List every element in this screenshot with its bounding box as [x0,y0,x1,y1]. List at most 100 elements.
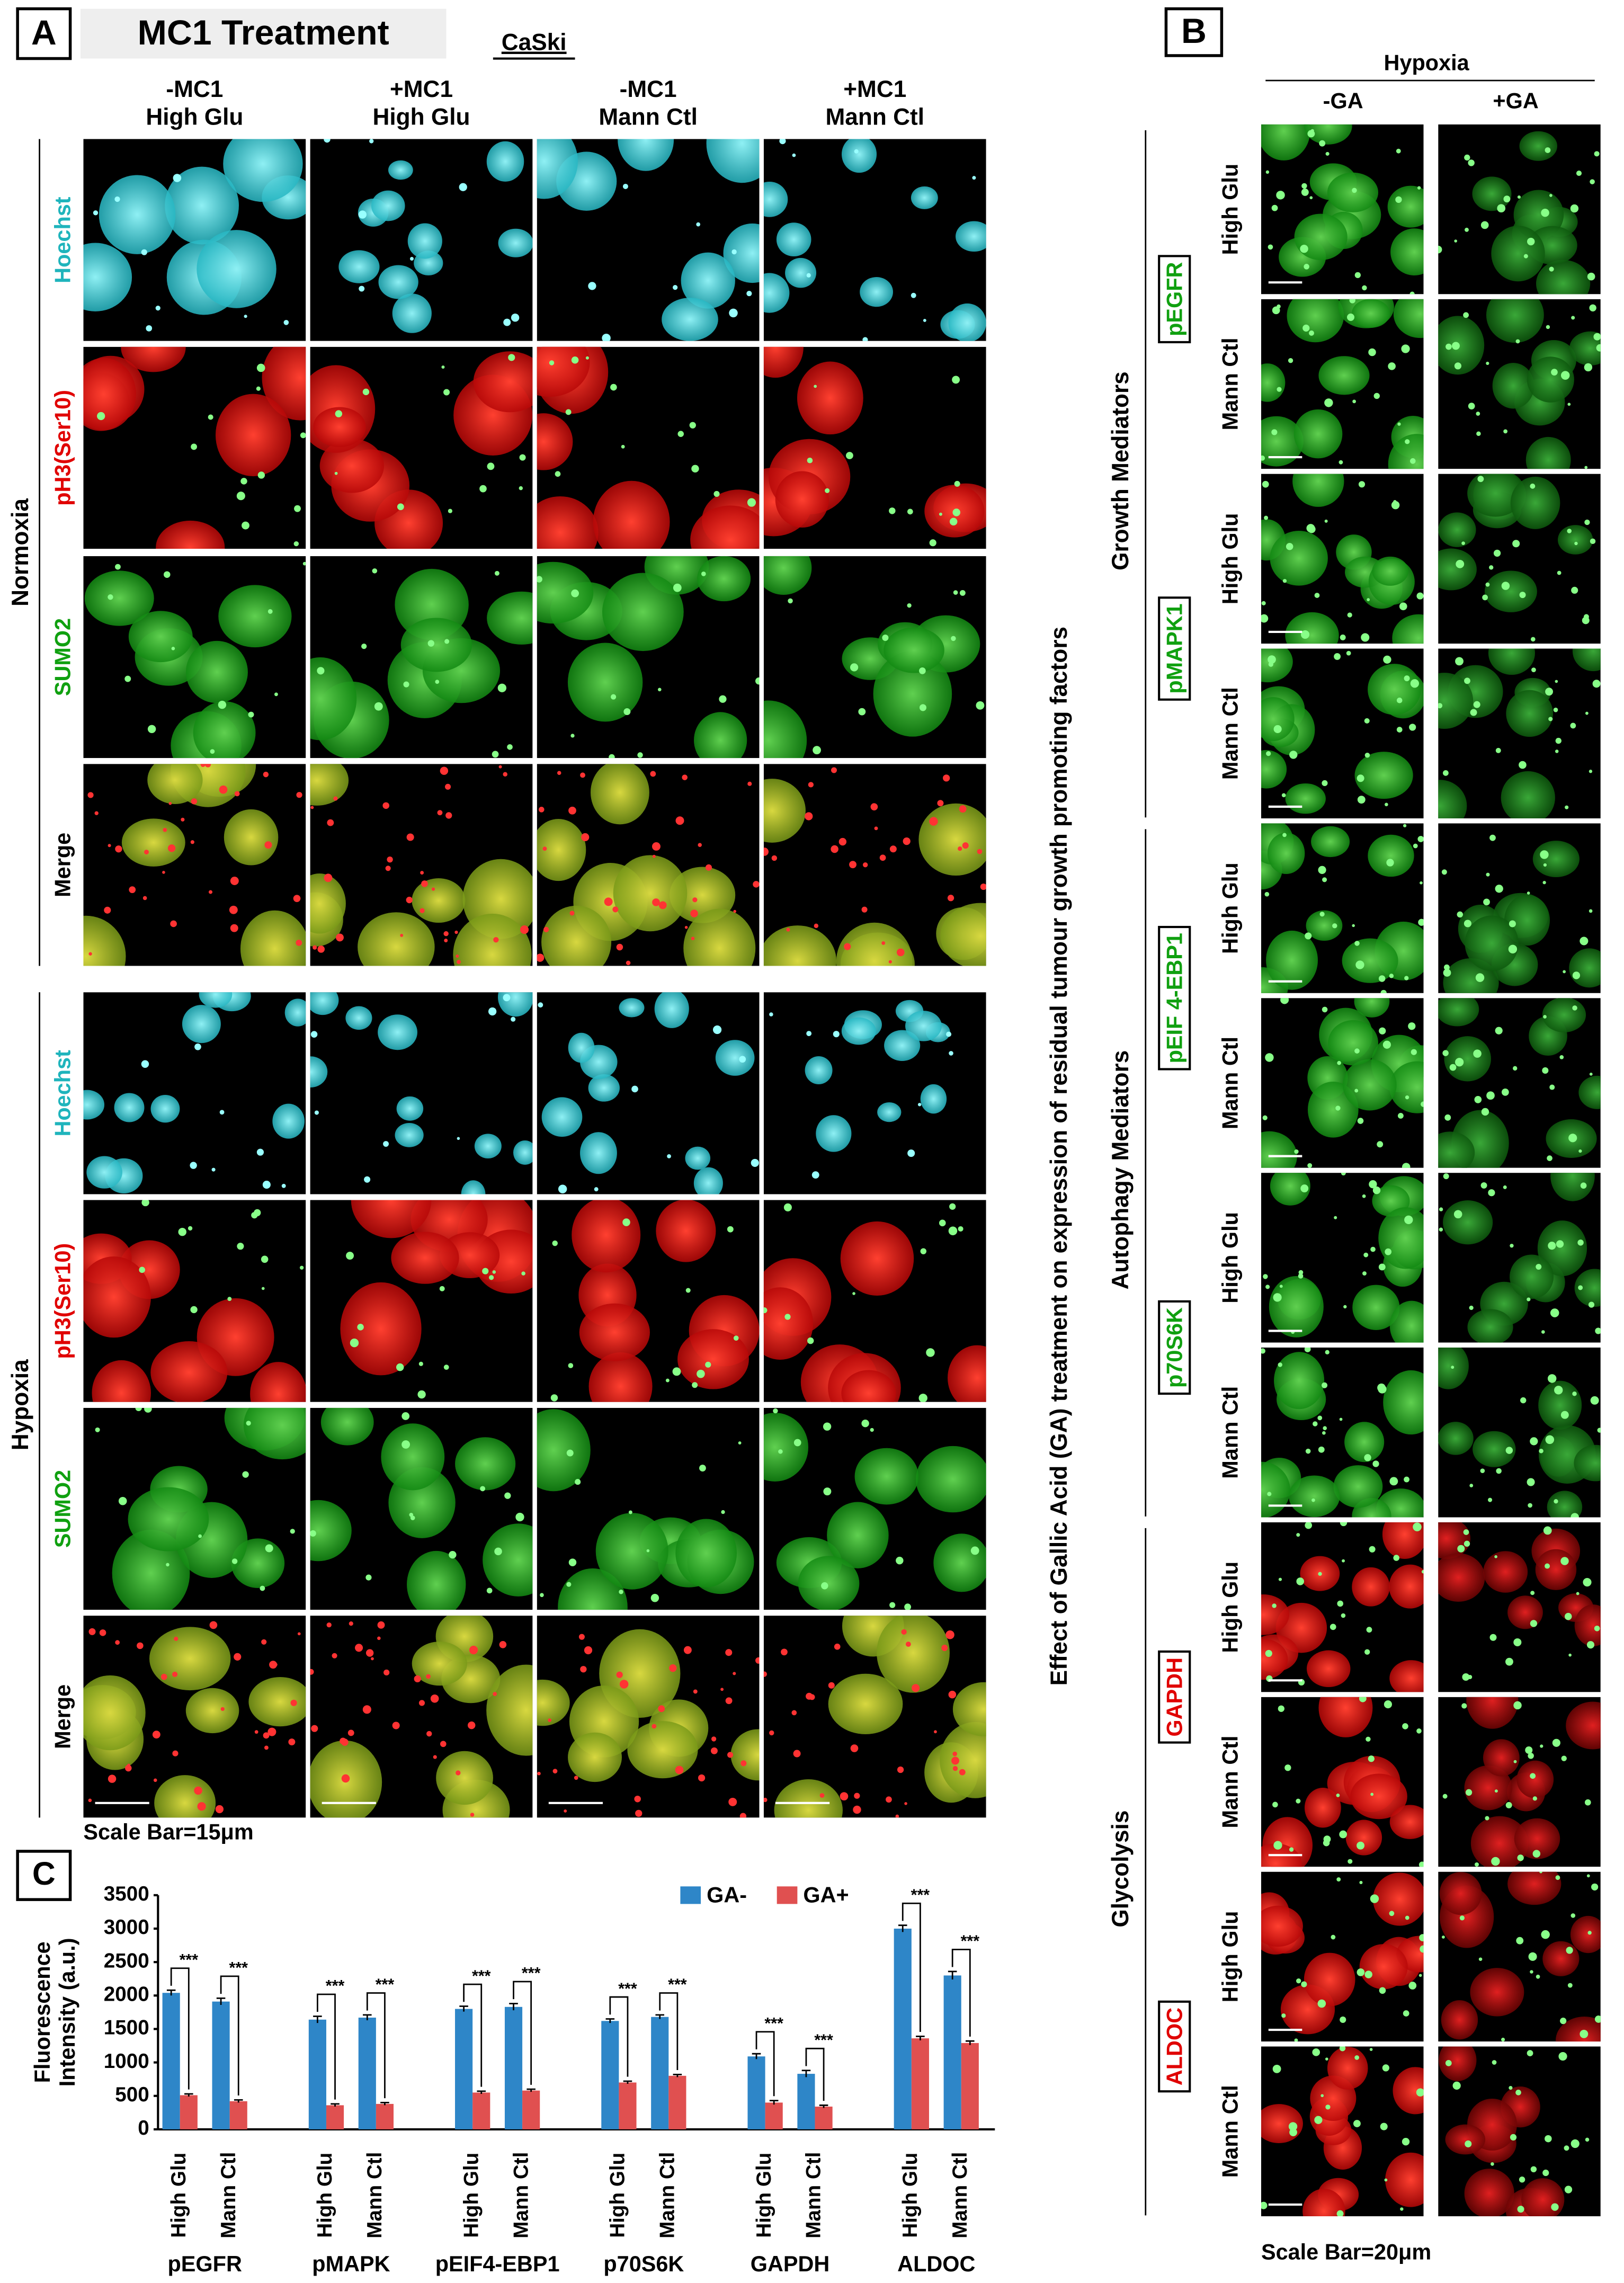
speck [1441,1936,1445,1939]
speck [1540,1744,1543,1748]
speck [215,1805,224,1814]
cell [193,701,256,759]
speck [1278,1705,1284,1712]
speck [208,414,213,420]
speck [1491,1857,1500,1866]
micrograph [1438,124,1601,295]
speck [403,681,409,688]
speck [219,785,228,794]
group-label: pEGFR [168,2251,242,2276]
speck [1354,272,1361,279]
speck [1455,657,1464,666]
error-bar [527,2088,536,2092]
speck [1570,204,1579,213]
speck [1564,2145,1569,2151]
speck [1298,1270,1304,1275]
speck [697,1369,705,1378]
row-label: Mann Ctl [1218,1736,1243,1829]
speck [246,1421,251,1426]
speck [1439,1207,1443,1211]
cell [391,1232,459,1284]
speck [1265,1649,1272,1657]
speck [889,1602,896,1608]
speck [293,541,299,547]
cell [877,1102,902,1122]
cell [99,175,176,254]
speck [1454,362,1462,370]
cell [1382,1522,1424,1559]
speck [623,708,631,715]
cell [706,139,760,183]
speck [1300,244,1308,253]
speck [937,800,944,807]
speck [358,210,367,219]
speck [443,389,450,396]
group-label: Glycolysis [1108,1811,1134,1928]
speck [1519,592,1526,599]
speck [1551,369,1558,376]
speck [492,1270,496,1274]
protein-label: ALDOC [1162,2008,1187,2085]
cell [121,818,185,867]
speck [1592,680,1601,688]
speck [1503,1185,1507,1189]
cell [114,1093,145,1122]
speck [369,139,374,144]
cell [1473,1431,1516,1467]
significance-bracket [659,1992,679,2071]
speck [1385,802,1388,807]
cell [310,657,357,741]
speck [1262,1115,1268,1120]
error-bar [819,2104,828,2108]
cell [798,1556,860,1610]
cell [218,585,292,648]
speck [482,1268,489,1274]
speck [628,1510,632,1514]
speck [1279,1285,1283,1288]
speck [905,1642,911,1647]
speck [565,409,572,415]
speck [227,1297,232,1301]
speck [566,1582,572,1587]
speck [881,941,886,945]
micrograph [310,1616,533,1818]
speck [813,746,821,755]
row-label: High Glu [1218,164,1243,255]
speck [125,1764,132,1772]
speck [1495,1027,1503,1035]
speck [929,817,938,826]
speck [581,833,590,842]
group-label: ALDOC [897,2251,975,2276]
speck [1389,1477,1398,1486]
y-tick-label: 2000 [104,1983,149,2006]
speck [970,1546,979,1555]
speck [1413,843,1418,849]
micrograph [1261,998,1424,1168]
speck [1438,703,1443,709]
speck [823,1487,832,1496]
speck [852,1292,855,1295]
cell [1268,832,1305,875]
speck [261,1287,265,1290]
micrograph [1261,1348,1424,1518]
speck [152,1731,160,1739]
speck [1528,1753,1534,1759]
speck [1289,751,1298,759]
speck [1530,1970,1533,1974]
speck [949,1051,953,1056]
protein-label-box [1158,255,1191,344]
speck [1543,1526,1552,1535]
speck [1584,1799,1591,1806]
micrograph [763,992,986,1194]
speck [1519,761,1527,769]
speck [190,1306,198,1314]
speck [1268,244,1273,250]
speck [1454,239,1457,243]
cell [1392,614,1424,644]
speck [1457,911,1464,918]
speck [1307,1163,1313,1168]
speck [691,465,699,473]
speck [1461,1703,1467,1709]
cell [224,809,279,866]
error-bar [216,1997,226,2005]
